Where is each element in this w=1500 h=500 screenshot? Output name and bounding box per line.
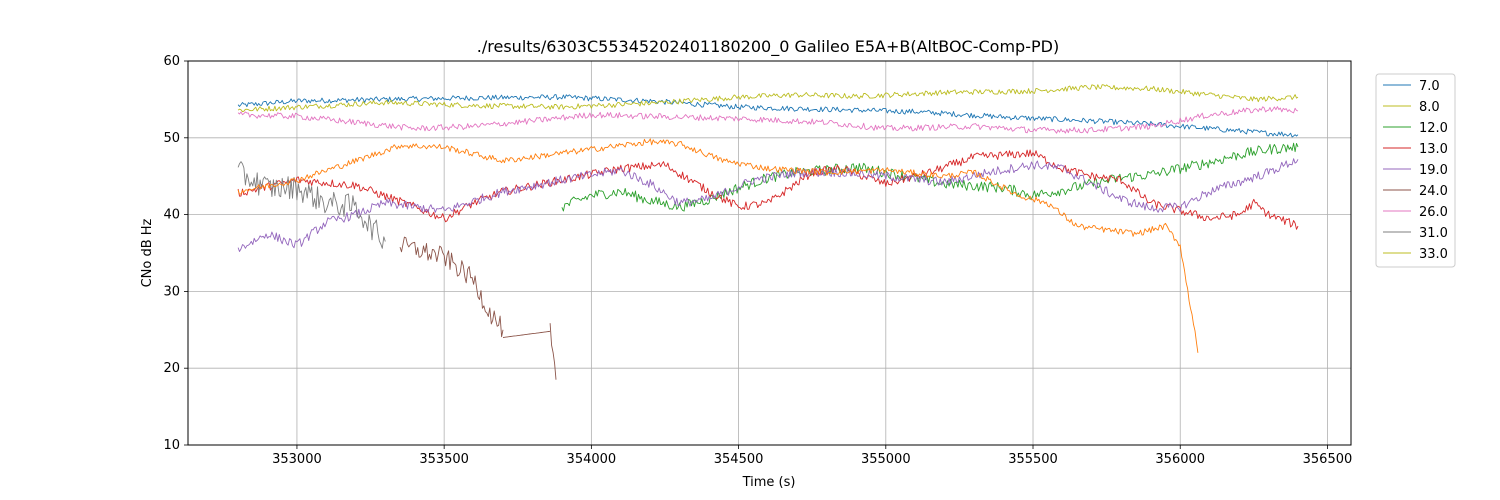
- series-line: [549, 323, 557, 380]
- legend-label: 24.0: [1419, 184, 1448, 199]
- x-axis-label: Time (s): [742, 475, 796, 490]
- series-line: [237, 94, 1299, 138]
- y-tick-label: 50: [163, 131, 180, 146]
- y-axis: 10 20 30 40 50 60: [163, 54, 188, 453]
- legend-box: [1375, 73, 1456, 268]
- legend-label: 8.0: [1419, 100, 1440, 115]
- y-tick-label: 20: [163, 361, 180, 376]
- legend: 7.0 8.0 12.0 13.0 19.0 24.0 26.0 31.0 33.0: [1375, 73, 1456, 268]
- y-tick-label: 10: [163, 438, 180, 453]
- legend-label: 33.0: [1419, 247, 1448, 262]
- series-line: [237, 149, 1299, 230]
- plot-frame: [187, 60, 1352, 446]
- x-tick-label: 353500: [419, 452, 469, 467]
- series-line: [237, 138, 1199, 353]
- legend-label: 7.0: [1419, 79, 1440, 94]
- legend-label: 19.0: [1419, 163, 1448, 178]
- legend-label: 31.0: [1419, 226, 1448, 241]
- series-line: [237, 84, 1299, 113]
- x-tick-label: 354500: [714, 452, 764, 467]
- x-tick-label: 353000: [272, 452, 322, 467]
- y-tick-label: 60: [163, 54, 180, 69]
- y-tick-label: 30: [163, 284, 180, 299]
- series-layer: [237, 84, 1299, 380]
- y-axis-label: CNo dB Hz: [140, 218, 155, 287]
- series-line: [237, 161, 386, 249]
- x-tick-label: 356500: [1303, 452, 1353, 467]
- legend-label: 13.0: [1419, 142, 1448, 157]
- chart-title: ./results/6303C55345202401180200_0 Galil…: [477, 37, 1059, 57]
- x-tick-label: 355500: [1008, 452, 1058, 467]
- x-tick-label: 356000: [1155, 452, 1205, 467]
- grid: [188, 60, 1351, 446]
- series-line: [502, 330, 551, 338]
- legend-label: 12.0: [1419, 121, 1448, 136]
- series-line: [237, 158, 1299, 252]
- x-axis: 353000 353500 354000 354500 355000 355500 3560…: [272, 445, 1352, 467]
- series-line: [237, 106, 1299, 134]
- x-tick-label: 355000: [861, 452, 911, 467]
- legend-label: 26.0: [1419, 205, 1448, 220]
- series-line: [399, 236, 504, 338]
- x-tick-label: 354000: [567, 452, 617, 467]
- y-tick-label: 40: [163, 208, 180, 223]
